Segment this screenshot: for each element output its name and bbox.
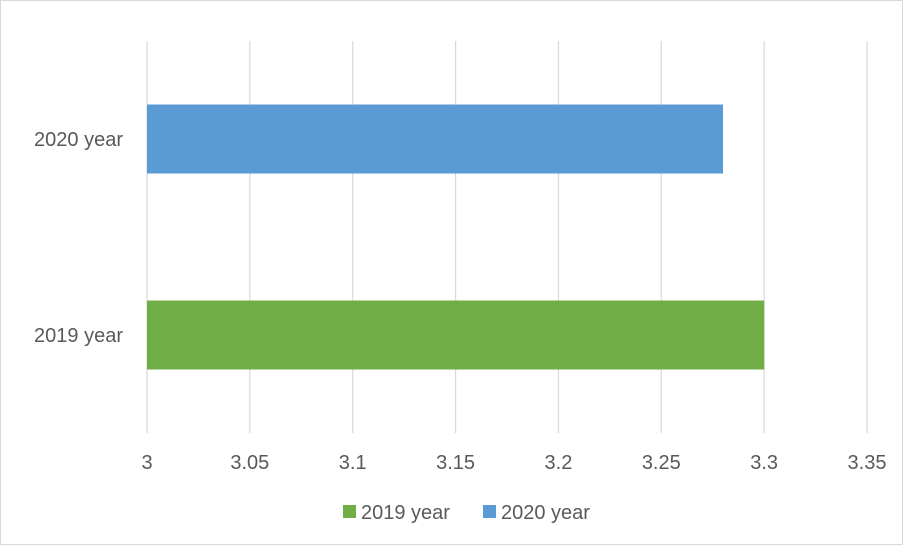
legend-label: 2020 year [501,502,590,524]
bar-2019-year [147,300,765,370]
category-axis-labels: 2019 year 2020 year [34,129,123,347]
x-tick-label: 3.25 [642,452,681,474]
x-tick-label: 3.35 [848,452,887,474]
y-category-label: 2020 year [34,129,123,151]
x-tick-label: 3.05 [230,452,269,474]
legend-swatch [343,505,356,518]
x-tick-label: 3.15 [436,452,475,474]
x-tick-label: 3.3 [750,452,778,474]
x-tick-label: 3.1 [339,452,367,474]
gridlines [146,41,868,433]
bar-2020-year [147,104,723,174]
legend-swatch [483,505,496,518]
y-category-label: 2019 year [34,325,123,347]
bars [147,104,765,370]
value-axis-labels: 3 3.05 3.1 3.15 3.2 3.25 3.3 3.35 [141,452,886,474]
x-tick-label: 3 [141,452,152,474]
x-tick-label: 3.2 [545,452,573,474]
legend: 2019 year 2020 year [343,502,590,524]
legend-label: 2019 year [361,502,450,524]
